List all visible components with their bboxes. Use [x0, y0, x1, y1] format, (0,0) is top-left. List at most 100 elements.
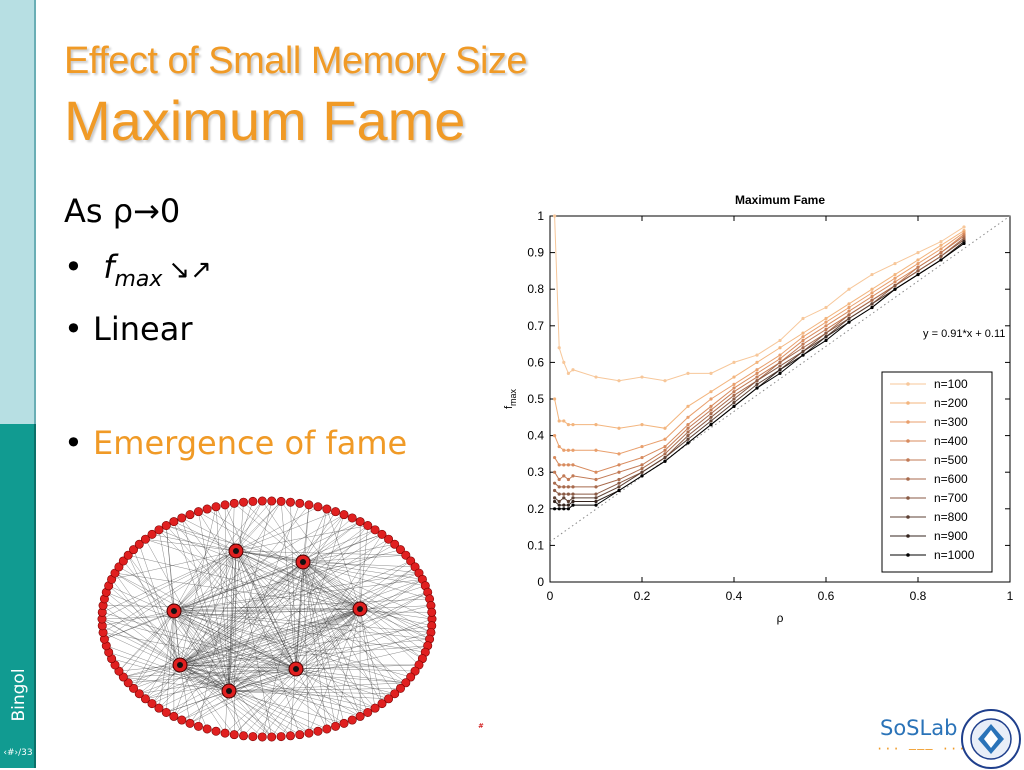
data-point: [893, 273, 896, 276]
data-point: [916, 251, 919, 254]
data-point: [755, 372, 758, 375]
network-node: [170, 712, 178, 720]
data-point: [663, 445, 666, 448]
data-point: [567, 463, 570, 466]
data-point: [558, 485, 561, 488]
data-point: [755, 375, 758, 378]
edge: [180, 526, 368, 665]
data-point: [824, 324, 827, 327]
data-point: [567, 493, 570, 496]
edge: [262, 609, 360, 737]
network-node: [221, 501, 229, 509]
data-point: [916, 258, 919, 261]
data-point: [562, 449, 565, 452]
data-point: [594, 496, 597, 499]
network-graph: [92, 488, 442, 750]
data-point: [617, 489, 620, 492]
edge: [296, 539, 389, 669]
data-point: [686, 430, 689, 433]
data-point: [594, 500, 597, 503]
data-point: [640, 456, 643, 459]
legend-label: n=1000: [934, 548, 975, 562]
data-point: [824, 335, 827, 338]
edge: [360, 609, 382, 704]
network-node: [305, 729, 313, 737]
data-point: [558, 500, 561, 503]
data-point: [562, 361, 565, 364]
data-point: [916, 266, 919, 269]
network-node: [194, 507, 202, 515]
data-point: [571, 368, 574, 371]
network-node: [323, 505, 331, 513]
y-tick-label: 0.1: [527, 538, 544, 552]
slide-title: Effect of Small Memory Size: [64, 40, 527, 83]
data-point: [663, 379, 666, 382]
x-tick-label: 0.8: [910, 589, 927, 603]
y-tick-label: 0.4: [527, 429, 544, 443]
network-node: [277, 732, 285, 740]
data-point: [686, 438, 689, 441]
network-node: [364, 521, 372, 529]
edge: [119, 611, 174, 671]
edge: [180, 665, 368, 712]
data-point: [571, 449, 574, 452]
legend-label: n=500: [934, 453, 968, 467]
network-hub-core: [171, 608, 177, 614]
network-node: [356, 517, 364, 525]
data-point: [709, 416, 712, 419]
network-node: [170, 517, 178, 525]
data-point: [562, 485, 565, 488]
data-point: [939, 240, 942, 243]
data-point: [553, 500, 556, 503]
network-node: [203, 725, 211, 733]
network-node: [356, 712, 364, 720]
data-point: [617, 482, 620, 485]
data-point: [709, 423, 712, 426]
legend-marker: [906, 477, 910, 481]
legend-marker: [906, 496, 910, 500]
legend-label: n=800: [934, 510, 968, 524]
data-point: [824, 332, 827, 335]
data-point: [553, 496, 556, 499]
legend-marker: [906, 439, 910, 443]
data-point: [939, 258, 942, 261]
data-point: [732, 405, 735, 408]
data-point: [617, 452, 620, 455]
network-node: [348, 514, 356, 522]
y-tick-label: 0.9: [527, 246, 544, 260]
soslab-logo: SoSLab: [880, 716, 957, 740]
data-point: [847, 302, 850, 305]
edge: [166, 611, 174, 712]
data-point: [801, 353, 804, 356]
network-node: [249, 497, 257, 505]
edge: [180, 639, 430, 665]
data-point: [801, 317, 804, 320]
data-point: [594, 485, 597, 488]
network-node: [178, 514, 186, 522]
data-point: [870, 302, 873, 305]
data-point: [558, 478, 561, 481]
data-point: [558, 445, 561, 448]
data-point: [571, 500, 574, 503]
network-node: [428, 608, 436, 616]
data-point: [562, 507, 565, 510]
data-point: [870, 295, 873, 298]
data-point: [778, 339, 781, 342]
legend-label: n=700: [934, 491, 968, 505]
data-point: [709, 408, 712, 411]
fit-annotation: y = 0.91*x + 0.11: [923, 328, 1005, 340]
legend-label: n=200: [934, 396, 968, 410]
y-axis-label: fmax: [503, 388, 518, 409]
data-point: [617, 379, 620, 382]
network-node: [286, 732, 294, 740]
data-point: [801, 339, 804, 342]
data-point: [870, 299, 873, 302]
data-point: [732, 386, 735, 389]
data-point: [558, 507, 561, 510]
edge: [303, 562, 382, 704]
data-point: [617, 478, 620, 481]
legend-label: n=100: [934, 377, 968, 391]
network-node: [331, 722, 339, 730]
data-point: [562, 474, 565, 477]
data-point: [801, 346, 804, 349]
